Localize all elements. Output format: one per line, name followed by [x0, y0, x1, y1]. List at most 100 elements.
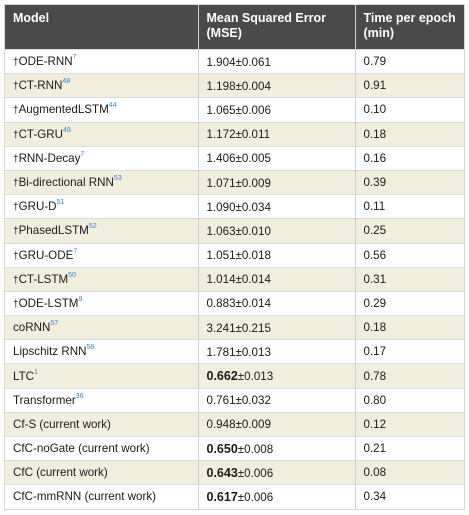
- table-body: †ODE-RNN7 1.904±0.061 0.79 †CT-RNN48 1.198±0…: [5, 48, 464, 509]
- mse-value: 1.406±0.005: [206, 152, 271, 166]
- table-row: coRNN57 3.241±0.215 0.18: [5, 315, 464, 340]
- mse-value: 1.063±0.010: [206, 224, 271, 238]
- model-name: RNN-Decay: [18, 151, 81, 165]
- model-name: coRNN: [13, 321, 51, 335]
- table-row: †CT-RNN48 1.198±0.004 0.91: [5, 73, 464, 98]
- model-name: CT-LSTM: [18, 272, 69, 286]
- model-name: ODE-LSTM: [18, 296, 79, 310]
- mse-cell: 1.406±0.005: [198, 145, 356, 171]
- time-value: 0.21: [363, 442, 387, 456]
- time-cell: 0.91: [355, 73, 464, 98]
- time-value: 0.25: [363, 224, 387, 238]
- model-cell: †CT-RNN48: [5, 73, 199, 98]
- table-row: LTC1 0.662±0.013 0.78: [5, 363, 464, 389]
- table-row: †AugmentedLSTM44 1.065±0.006 0.10: [5, 97, 464, 123]
- reference-number: 48: [62, 78, 71, 86]
- reference-number: 7: [73, 247, 78, 255]
- mse-cell: 1.198±0.004: [198, 73, 356, 98]
- mse-cell: 0.761±0.032: [198, 387, 356, 413]
- time-cell: 0.31: [355, 266, 464, 292]
- model-cell: †RNN-Decay7: [5, 145, 199, 171]
- model-cell: †ODE-LSTM9: [5, 290, 199, 316]
- header-mse: Mean Squared Error (MSE): [198, 5, 356, 50]
- table-row: †CT-GRU49 1.172±0.011 0.18: [5, 121, 464, 147]
- time-value: 0.10: [363, 103, 387, 117]
- reference-number: 7: [80, 150, 85, 158]
- mse-best-value: 0.650: [206, 441, 238, 456]
- dagger-mark: †: [13, 57, 19, 69]
- mse-value: ±0.006: [237, 490, 274, 504]
- dagger-mark: †: [13, 298, 19, 310]
- mse-best-value: 0.662: [206, 369, 238, 384]
- model-name: CfC-noGate (current work): [13, 442, 150, 456]
- table-row: CfC (current work) 0.643±0.006 0.08: [5, 460, 464, 485]
- model-name: PhasedLSTM: [18, 224, 89, 238]
- table-row: Lipschitz RNN58 1.781±0.013 0.17: [5, 339, 464, 364]
- model-name: CfC (current work): [13, 466, 108, 480]
- mse-best-value: 0.617: [206, 489, 238, 504]
- time-value: 0.11: [363, 200, 386, 214]
- time-value: 0.78: [363, 369, 387, 383]
- time-value: 0.56: [363, 248, 387, 262]
- table-header-row: Model Mean Squared Error (MSE) Time per e…: [5, 5, 464, 50]
- time-cell: 0.79: [355, 48, 464, 74]
- mse-cell: 0.948±0.009: [198, 411, 356, 437]
- table-row: †CT-LSTM50 1.014±0.014 0.31: [5, 266, 464, 292]
- mse-cell: 1.781±0.013: [198, 339, 356, 364]
- time-value: 0.39: [363, 176, 387, 190]
- mse-value: 0.883±0.014: [206, 297, 271, 311]
- reference-number: 57: [50, 320, 59, 328]
- model-name: AugmentedLSTM: [18, 103, 109, 117]
- model-cell: †CT-GRU49: [5, 121, 199, 147]
- model-name: Bi-directional RNN: [18, 176, 114, 190]
- reference-number: 50: [68, 271, 76, 279]
- model-cell: coRNN57: [5, 315, 199, 340]
- reference-number: 58: [86, 344, 95, 352]
- time-value: 0.08: [363, 466, 387, 480]
- time-cell: 0.18: [355, 121, 464, 147]
- model-cell: †AugmentedLSTM44: [5, 97, 199, 123]
- time-value: 0.34: [363, 490, 387, 504]
- mse-cell: 0.662±0.013: [198, 363, 356, 389]
- model-cell: Transformer36: [5, 387, 199, 413]
- table-row: †ODE-LSTM9 0.883±0.014 0.29: [5, 290, 464, 316]
- model-name: CT-GRU: [18, 127, 64, 141]
- time-cell: 0.11: [355, 194, 464, 219]
- model-name: ODE-RNN: [18, 55, 73, 69]
- model-cell: Cf-S (current work): [5, 411, 199, 437]
- mse-cell: 0.643±0.006: [198, 460, 356, 485]
- model-name: LTC: [13, 369, 35, 383]
- mse-best-value: 0.643: [206, 465, 238, 480]
- reference-number: 36: [75, 392, 84, 400]
- model-cell: †PhasedLSTM52: [5, 218, 199, 243]
- model-cell: LTC1: [5, 363, 199, 389]
- model-cell: CfC-noGate (current work): [5, 435, 199, 461]
- mse-cell: 1.172±0.011: [198, 121, 356, 147]
- mse-cell: 1.063±0.010: [198, 218, 356, 243]
- reference-number: 44: [108, 102, 117, 110]
- mse-cell: 3.241±0.215: [198, 315, 356, 340]
- dagger-mark: †: [13, 250, 19, 262]
- time-value: 0.91: [363, 79, 387, 93]
- time-cell: 0.12: [355, 411, 464, 437]
- time-value: 0.29: [363, 296, 387, 310]
- model-cell: Lipschitz RNN58: [5, 339, 199, 364]
- dagger-mark: †: [13, 202, 19, 214]
- mse-value: 1.904±0.061: [206, 55, 271, 69]
- table-row: †Bi-directional RNN53 1.071±0.009 0.39: [5, 169, 464, 195]
- mse-cell: 0.650±0.008: [198, 435, 356, 461]
- mse-value: 1.014±0.014: [206, 273, 271, 287]
- time-cell: 0.34: [355, 484, 464, 509]
- time-value: 0.79: [363, 55, 387, 69]
- table-row: †GRU-ODE7 1.051±0.018 0.56: [5, 242, 464, 268]
- model-name: CT-RNN: [18, 79, 63, 93]
- model-cell: †GRU-D51: [5, 194, 199, 219]
- model-cell: †CT-LSTM50: [5, 266, 199, 292]
- mse-value: 1.172±0.011: [206, 128, 271, 142]
- table-row: CfC-noGate (current work) 0.650±0.008 0.21: [5, 435, 464, 461]
- mse-value: 3.241±0.215: [206, 321, 271, 335]
- dagger-mark: †: [13, 178, 19, 190]
- dagger-mark: †: [13, 81, 19, 93]
- model-name: Cf-S (current work): [13, 417, 111, 431]
- time-cell: 0.39: [355, 169, 464, 195]
